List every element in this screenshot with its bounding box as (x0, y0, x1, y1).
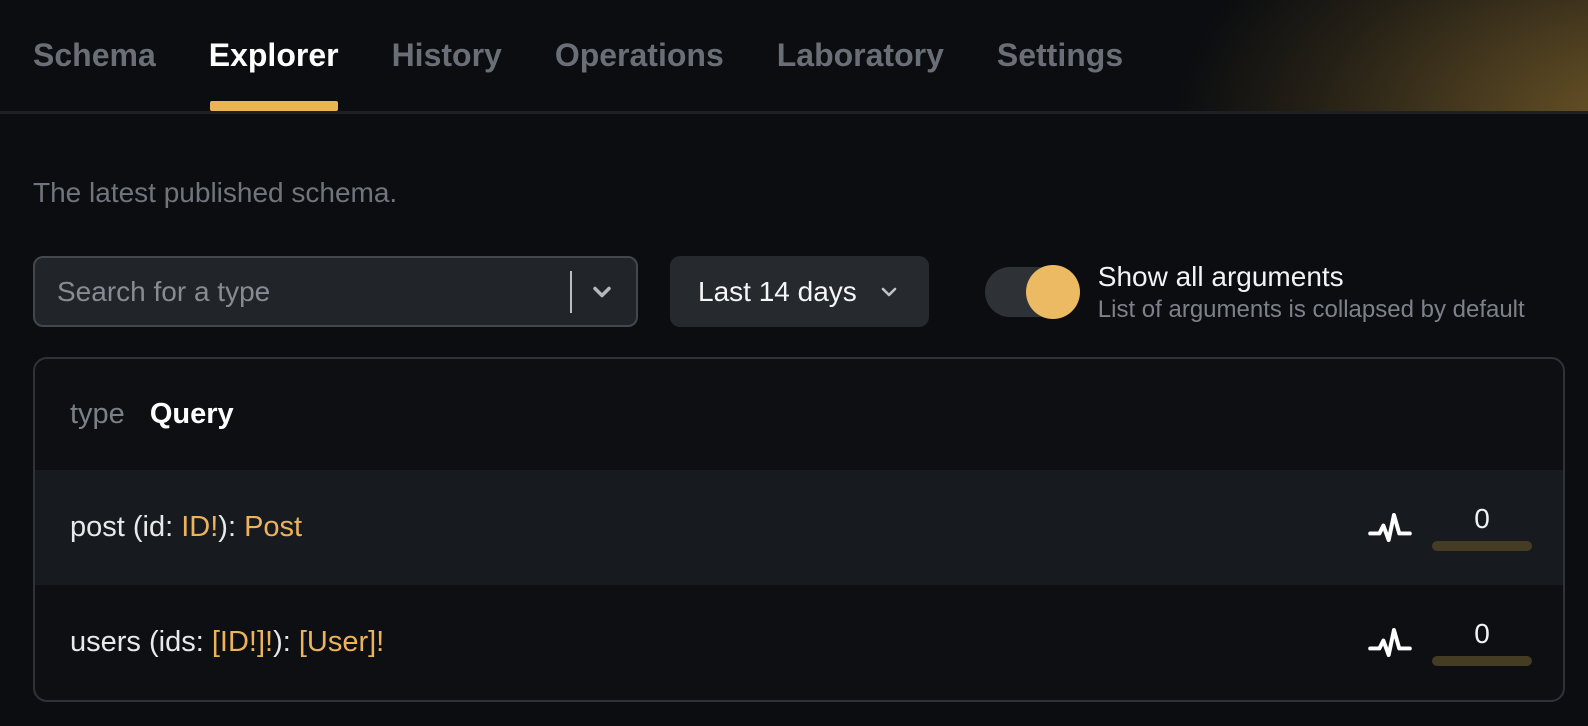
field-signature: users (ids: [ID!]!): [User]! (70, 626, 384, 659)
signature-text: ): (218, 511, 245, 543)
signature-text: ): (273, 626, 299, 658)
toolbar: Last 14 days Show all arguments List of … (33, 256, 1565, 327)
type-search-combobox[interactable] (33, 256, 638, 327)
type-card: type Query post (id: ID!): Post 0 users … (33, 357, 1565, 702)
chevron-down-icon (881, 287, 897, 296)
field-signature: post (id: ID!): Post (70, 511, 302, 544)
usage-count: 0 (1474, 617, 1490, 649)
signature-return-type[interactable]: Post (244, 511, 303, 543)
tab-laboratory[interactable]: Laboratory (776, 37, 944, 73)
field-row-users[interactable]: users (ids: [ID!]!): [User]! 0 (35, 585, 1563, 700)
signature-text: post (id: (70, 511, 182, 543)
signature-arg-type: ID! (181, 511, 219, 543)
explorer-page: The latest published schema. Last 14 day… (0, 178, 1588, 702)
toggle-text-block: Show all arguments List of arguments is … (1098, 260, 1525, 324)
show-all-arguments-toggle[interactable] (984, 264, 1080, 319)
signature-return-type[interactable]: [User]! (298, 626, 385, 658)
field-usage-stats: 0 (1368, 617, 1532, 666)
usage-count-block: 0 (1432, 617, 1532, 666)
signature-text: users (ids: (70, 626, 212, 658)
chevron-down-icon[interactable] (588, 278, 616, 306)
period-select-button[interactable]: Last 14 days (670, 256, 929, 327)
top-navigation: Schema Explorer History Operations Labor… (0, 0, 1588, 114)
page-subtitle: The latest published schema. (33, 177, 398, 208)
tab-schema[interactable]: Schema (33, 37, 156, 73)
tab-explorer[interactable]: Explorer (209, 0, 339, 111)
toggle-description: List of arguments is collapsed by defaul… (1097, 295, 1525, 323)
activity-pulse-icon[interactable] (1368, 626, 1412, 659)
usage-count-block: 0 (1432, 502, 1532, 551)
search-input[interactable] (57, 275, 564, 308)
activity-pulse-icon[interactable] (1368, 511, 1412, 544)
field-usage-stats: 0 (1368, 502, 1532, 551)
field-row-post[interactable]: post (id: ID!): Post 0 (35, 470, 1563, 585)
usage-bar (1432, 540, 1532, 551)
type-card-header: type Query (35, 359, 1563, 470)
search-divider (570, 270, 572, 313)
toggle-title: Show all arguments (1097, 260, 1344, 292)
tab-operations[interactable]: Operations (554, 37, 724, 73)
period-label: Last 14 days (698, 275, 857, 307)
usage-bar (1432, 655, 1532, 666)
tab-history[interactable]: History (391, 37, 502, 73)
tab-settings[interactable]: Settings (996, 37, 1124, 73)
type-keyword: type (70, 398, 125, 430)
toggle-knob (1025, 264, 1080, 319)
signature-arg-type: [ID!]! (211, 626, 274, 658)
type-name: Query (149, 398, 234, 430)
usage-count: 0 (1474, 502, 1490, 534)
